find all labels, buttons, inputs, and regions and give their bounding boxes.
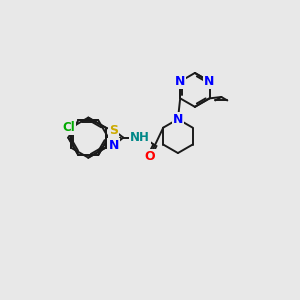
Text: N: N: [175, 75, 185, 88]
Text: O: O: [144, 150, 155, 163]
Text: S: S: [109, 124, 118, 136]
Text: N: N: [204, 75, 215, 88]
Text: N: N: [109, 139, 119, 152]
Text: Cl: Cl: [62, 121, 75, 134]
Text: NH: NH: [130, 131, 150, 144]
Text: N: N: [173, 113, 183, 126]
